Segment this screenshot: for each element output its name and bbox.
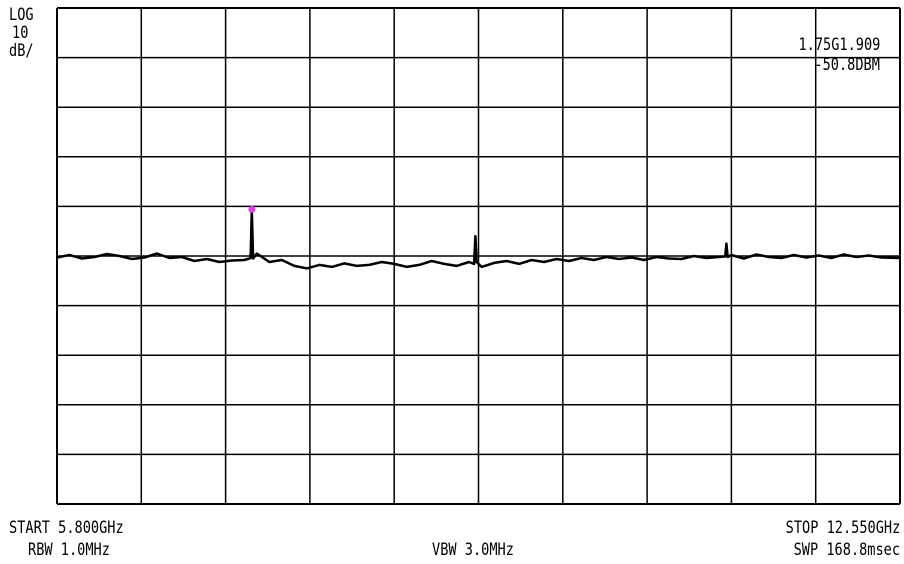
vbw-label: VBW 3.0MHz — [432, 540, 514, 560]
marker-frequency-readout: 1.75G1.909 — [798, 35, 880, 55]
scale-label-10: 10 — [12, 23, 29, 43]
marker-point — [248, 205, 256, 213]
scale-label-log: LOG — [9, 5, 34, 25]
marker-group — [248, 205, 256, 213]
sweep-time-label: SWP 168.8msec — [793, 540, 900, 560]
spectrum-trace-group — [56, 208, 901, 270]
start-frequency-label: START 5.800GHz — [9, 518, 124, 538]
scale-label-db: dB/ — [9, 41, 34, 61]
stop-frequency-label: STOP 12.550GHz — [785, 518, 900, 538]
rbw-label: RBW 1.0MHz — [28, 540, 110, 560]
spectrum-trace — [56, 208, 901, 270]
graticule — [56, 7, 901, 505]
marker-level-readout: -50.8DBM — [814, 55, 880, 75]
